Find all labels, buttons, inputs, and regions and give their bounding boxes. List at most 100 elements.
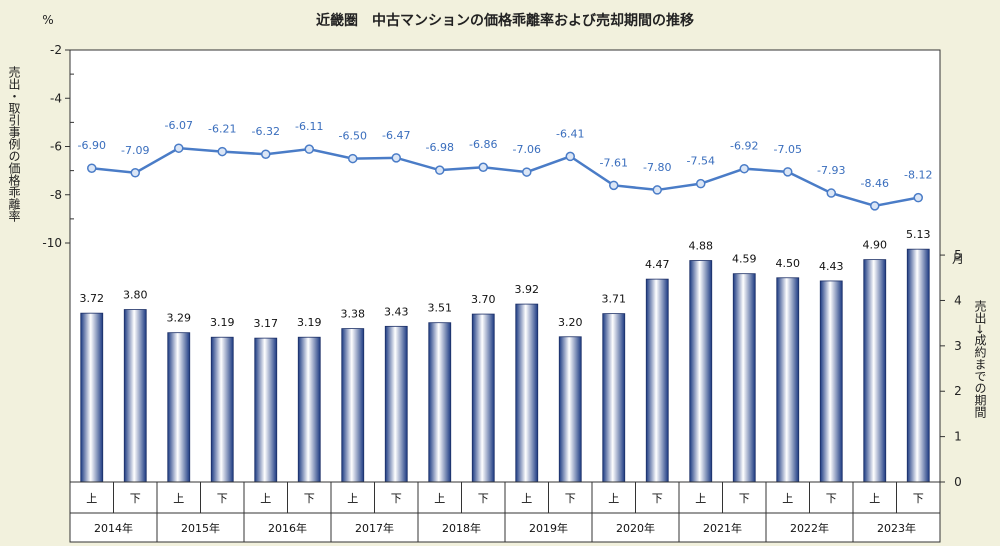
x-half-label: 下: [913, 492, 924, 505]
x-year-label: 2021年: [703, 521, 742, 535]
right-tick-label: 5: [954, 248, 962, 262]
bar-label-2014上: 3.72: [80, 292, 105, 305]
plot-area: [69, 49, 941, 483]
right-tick-label: 0: [954, 475, 962, 489]
x-year-label: 2017年: [355, 521, 394, 535]
bar-label-2017上: 3.38: [341, 308, 366, 321]
line-label-2018上: -6.98: [426, 141, 454, 154]
x-half-label: 上: [695, 492, 706, 505]
bar-label-2023下: 5.13: [906, 228, 931, 241]
line-point-2019下: [565, 151, 575, 162]
left-tick-label: -10: [42, 236, 62, 250]
x-half-label: 上: [347, 492, 358, 505]
bar-label-2018上: 3.51: [428, 302, 453, 315]
line-point-2017上: [348, 153, 358, 164]
bar-2023下: [906, 248, 930, 483]
bar-2015下: [210, 336, 234, 483]
chart-title: 近畿圏 中古マンションの価格乖離率および売却期間の推移: [316, 12, 694, 29]
x-year-label: 2022年: [790, 521, 829, 535]
x-half-label: 下: [478, 492, 489, 505]
bar-label-2021下: 4.59: [732, 253, 757, 266]
line-point-2016下: [304, 144, 314, 154]
line-label-2015下: -6.21: [208, 123, 236, 136]
x-year-label: 2020年: [616, 521, 655, 535]
line-label-2017下: -6.47: [382, 129, 410, 142]
line-label-2023上: -8.46: [861, 177, 889, 190]
bar-2020上: [602, 313, 626, 483]
bar-label-2014下: 3.80: [123, 289, 148, 302]
line-series-price-divergence: [91, 146, 919, 208]
x-half-label: 上: [260, 492, 271, 505]
line-point-2015下: [217, 146, 227, 157]
bar-label-2020上: 3.71: [602, 293, 627, 306]
right-tick-label: 1: [954, 430, 962, 444]
x-year-label: 2019年: [529, 521, 568, 535]
left-tick-label: -2: [50, 43, 62, 57]
line-point-2019上: [522, 167, 532, 177]
right-tick-label: 2: [954, 384, 962, 398]
bar-2017上: [341, 328, 365, 483]
x-half-label: 下: [826, 492, 837, 505]
line-label-2021上: -7.54: [687, 155, 715, 168]
x-half-label: 下: [304, 492, 315, 505]
x-half-label: 下: [217, 492, 228, 505]
x-half-label: 下: [565, 492, 576, 505]
bar-2015上: [167, 332, 191, 483]
line-point-2017下: [391, 153, 401, 163]
bar-2014上: [80, 312, 104, 483]
right-tick-label: 4: [954, 293, 962, 307]
line-label-2016下: -6.11: [295, 120, 323, 133]
bar-label-2023上: 4.90: [863, 239, 888, 252]
line-label-2023下: -8.12: [904, 169, 932, 182]
left-tick-label: -4: [50, 91, 62, 105]
line-point-2020下: [652, 185, 662, 195]
line-point-2023下: [913, 192, 923, 203]
x-year-label: 2023年: [877, 521, 916, 535]
left-axis-label: 売出・取引事例の価格乖離率: [7, 65, 21, 222]
x-half-label: 下: [652, 492, 663, 505]
line-label-2021下: -6.92: [730, 140, 758, 153]
bar-2020下: [645, 278, 669, 483]
bar-2014下: [123, 309, 147, 483]
bar-label-2019上: 3.92: [515, 283, 540, 296]
x-year-label: 2014年: [94, 521, 133, 535]
line-point-2018下: [478, 162, 488, 172]
line-point-2014上: [87, 163, 97, 173]
bar-label-2018下: 3.70: [471, 293, 496, 306]
bar-label-2022下: 4.43: [819, 260, 844, 273]
line-point-2018上: [435, 165, 445, 175]
x-half-label: 下: [391, 492, 402, 505]
x-half-label: 上: [869, 492, 880, 505]
line-point-2020上: [609, 180, 619, 191]
bar-label-2022上: 4.50: [776, 257, 801, 270]
line-label-2019下: -6.41: [556, 127, 584, 140]
x-year-label: 2016年: [268, 521, 307, 535]
right-axis-label: 売出→成約までの期間: [973, 299, 987, 419]
left-axis-unit: %: [42, 13, 53, 27]
bar-label-2021上: 4.88: [689, 240, 714, 253]
line-point-2014下: [130, 168, 140, 178]
line-label-2016上: -6.32: [252, 125, 280, 138]
line-point-2015上: [174, 143, 184, 153]
bar-label-2020下: 4.47: [645, 258, 670, 271]
bar-label-2016下: 3.19: [297, 316, 322, 329]
bar-2022上: [776, 277, 800, 483]
bar-2016上: [254, 337, 278, 483]
line-label-2022下: -7.93: [817, 164, 845, 177]
line-point-2022下: [826, 188, 836, 198]
line-point-2021上: [696, 178, 706, 189]
line-label-2020下: -7.80: [643, 161, 671, 174]
right-tick-label: 3: [954, 339, 962, 353]
line-label-2014下: -7.09: [121, 144, 149, 157]
x-half-label: 下: [739, 492, 750, 505]
bar-2023上: [863, 259, 887, 483]
line-label-2020上: -7.61: [600, 156, 628, 169]
line-point-2016上: [261, 149, 271, 159]
x-half-label: 下: [130, 492, 141, 505]
left-tick-label: -6: [50, 140, 62, 154]
bar-2021下: [732, 273, 756, 483]
bar-2016下: [297, 336, 321, 483]
bar-label-2016上: 3.17: [254, 317, 279, 330]
x-half-label: 上: [86, 492, 97, 505]
